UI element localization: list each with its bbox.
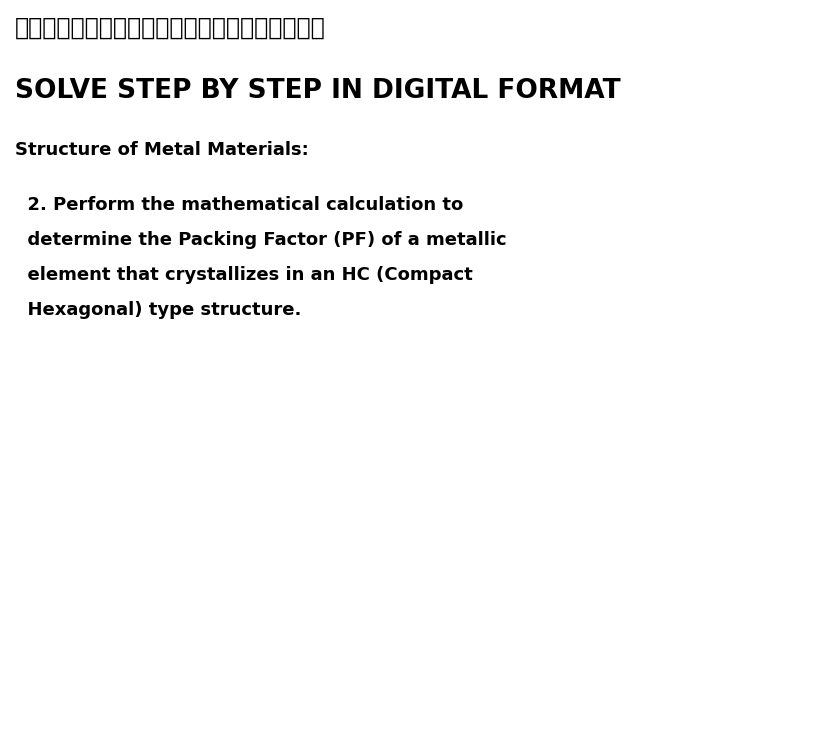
- Text: element that crystallizes in an HC (Compact: element that crystallizes in an HC (Comp…: [15, 266, 472, 284]
- Text: determine the Packing Factor (PF) of a metallic: determine the Packing Factor (PF) of a m…: [15, 231, 507, 249]
- Text: Hexagonal) type structure.: Hexagonal) type structure.: [15, 301, 301, 319]
- Text: SOLVE STEP BY STEP IN DIGITAL FORMAT: SOLVE STEP BY STEP IN DIGITAL FORMAT: [15, 78, 621, 104]
- Text: 2. Perform the mathematical calculation to: 2. Perform the mathematical calculation …: [15, 196, 463, 214]
- Text: デジタル形式で段階的に解決　　ありがとう！！: デジタル形式で段階的に解決 ありがとう！！: [15, 16, 326, 40]
- Text: Structure of Metal Materials:: Structure of Metal Materials:: [15, 141, 309, 159]
